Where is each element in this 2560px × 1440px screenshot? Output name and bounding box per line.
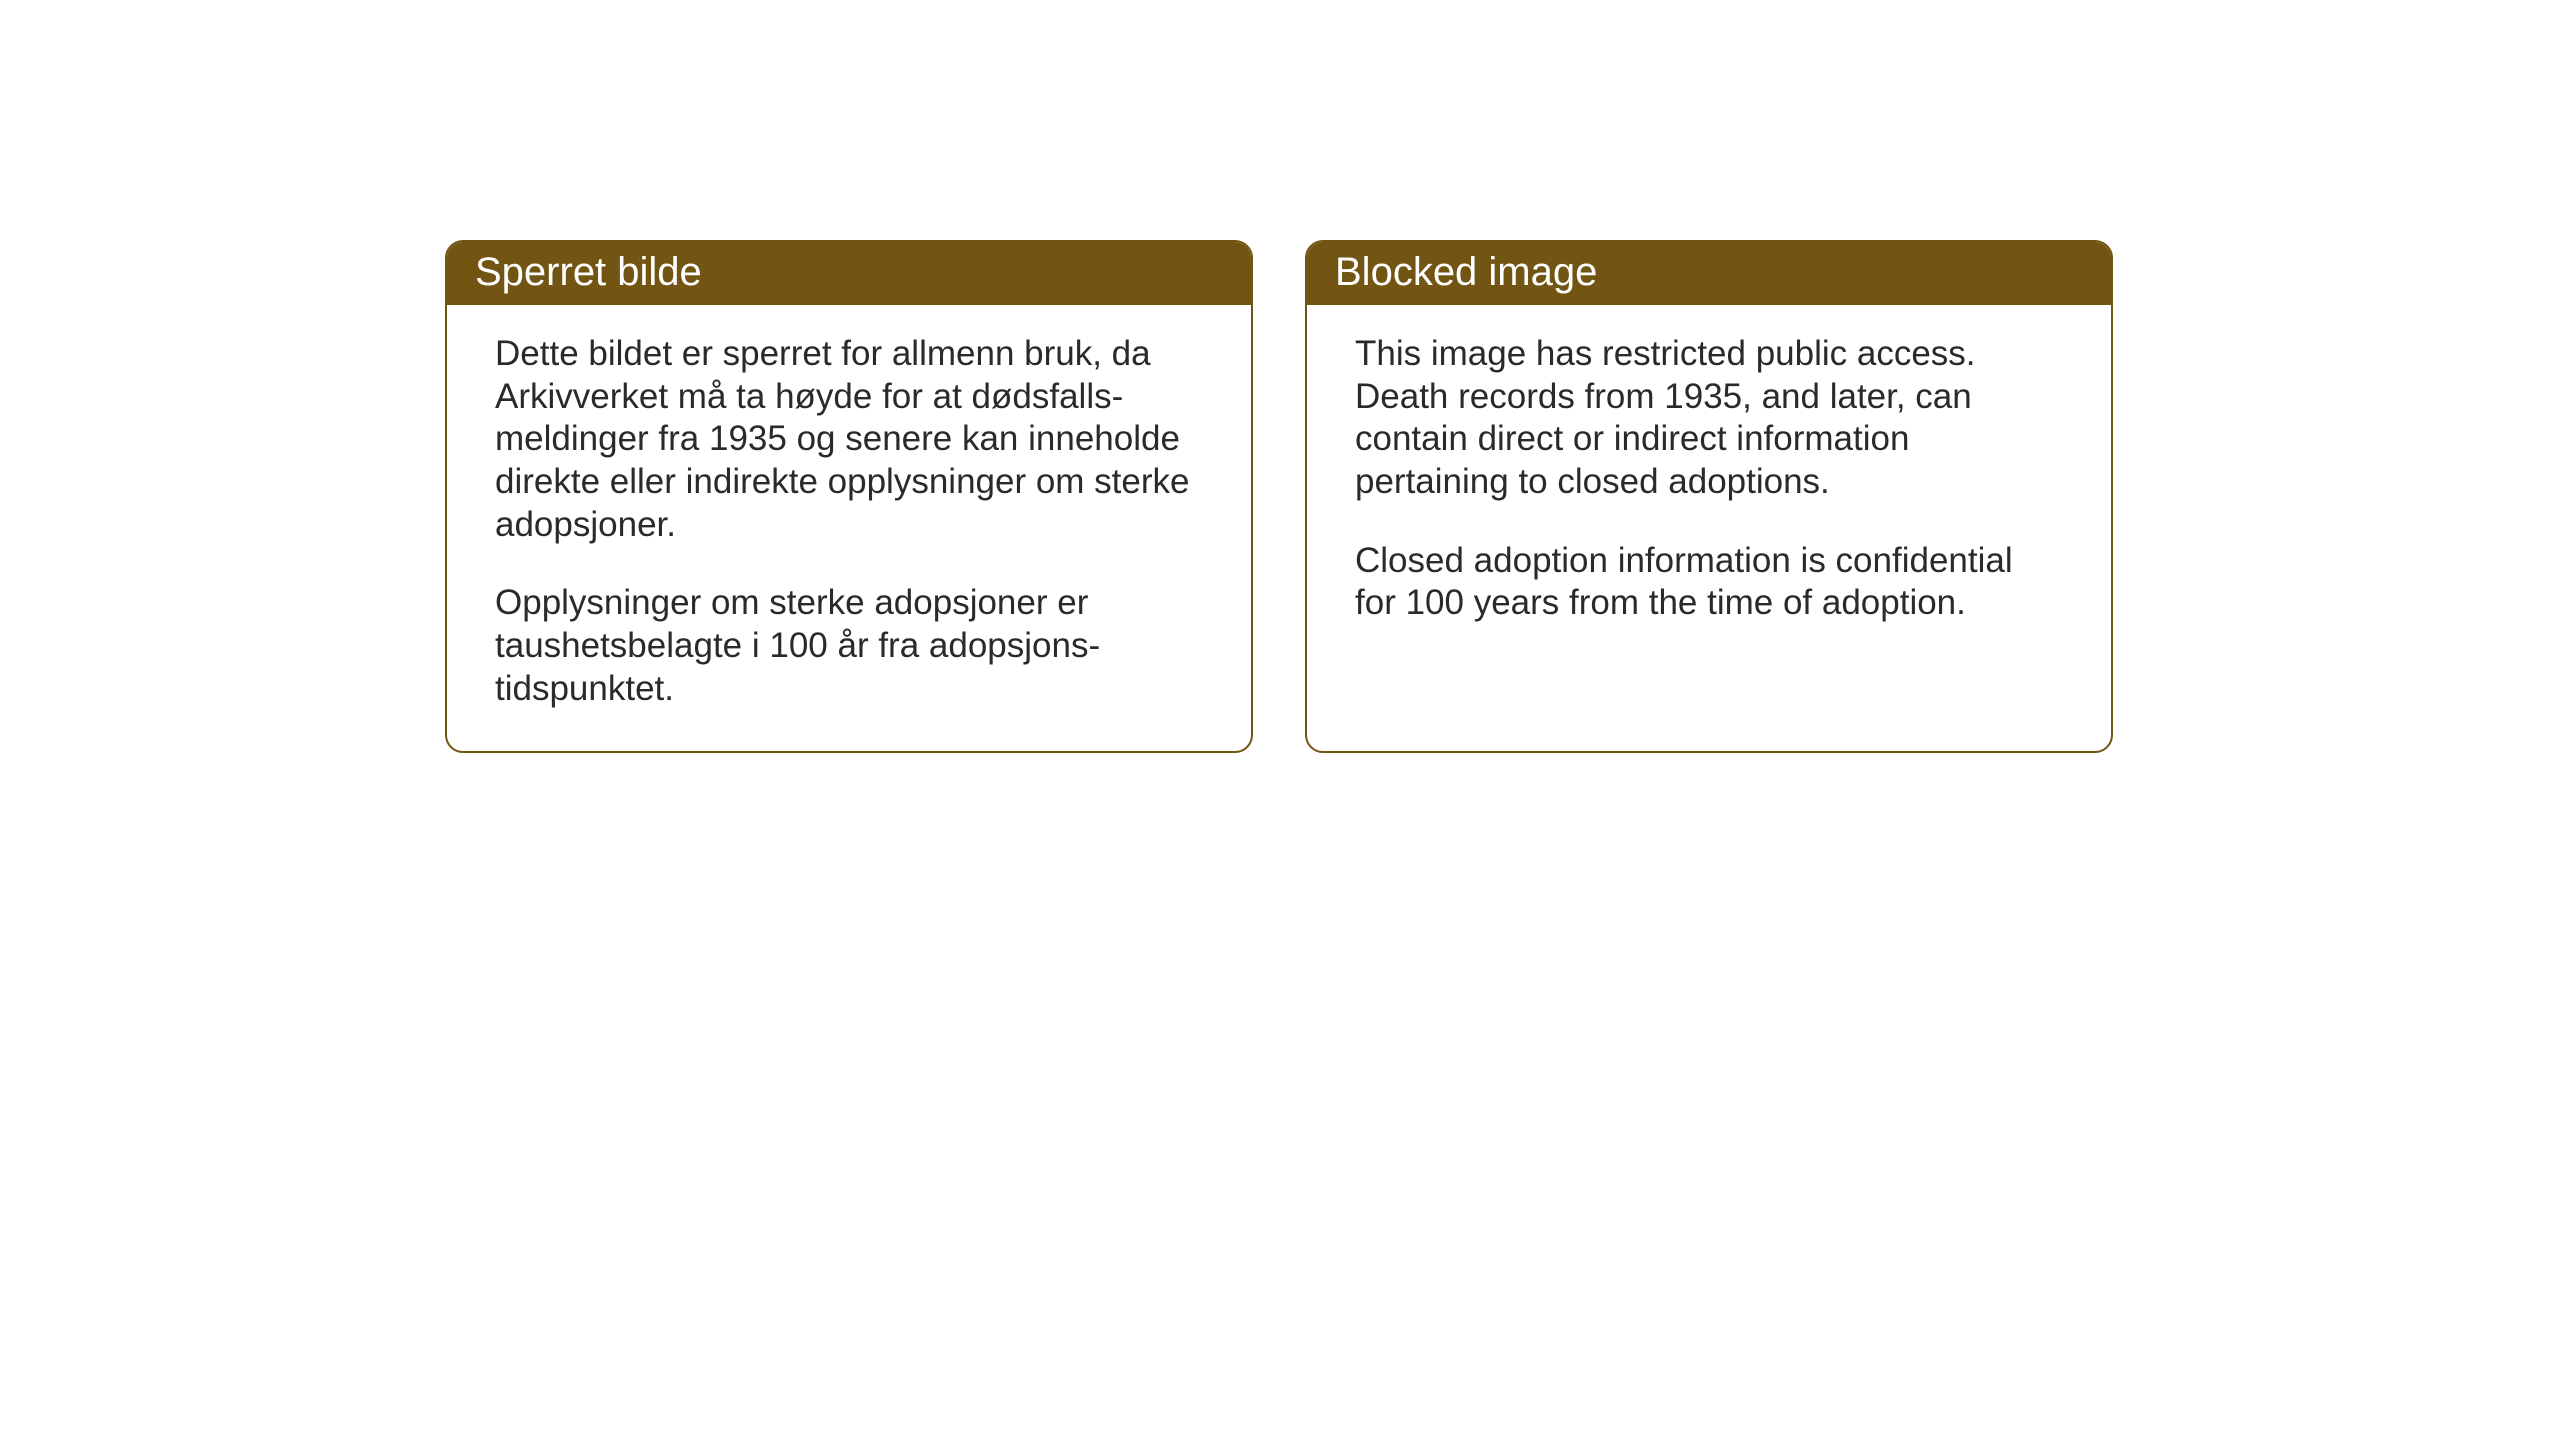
card-paragraph-norwegian-1: Dette bildet er sperret for allmenn bruk…	[495, 333, 1203, 546]
card-header-english: Blocked image	[1307, 242, 2111, 305]
card-title-english: Blocked image	[1335, 250, 1597, 294]
notice-card-norwegian: Sperret bilde Dette bildet er sperret fo…	[445, 240, 1253, 753]
notice-card-english: Blocked image This image has restricted …	[1305, 240, 2113, 753]
card-body-english: This image has restricted public access.…	[1307, 305, 2111, 665]
card-title-norwegian: Sperret bilde	[475, 250, 702, 294]
card-paragraph-norwegian-2: Opplysninger om sterke adopsjoner er tau…	[495, 582, 1203, 710]
card-paragraph-english-1: This image has restricted public access.…	[1355, 333, 2063, 504]
card-body-norwegian: Dette bildet er sperret for allmenn bruk…	[447, 305, 1251, 751]
card-header-norwegian: Sperret bilde	[447, 242, 1251, 305]
card-paragraph-english-2: Closed adoption information is confident…	[1355, 540, 2063, 625]
notice-container: Sperret bilde Dette bildet er sperret fo…	[445, 240, 2113, 753]
